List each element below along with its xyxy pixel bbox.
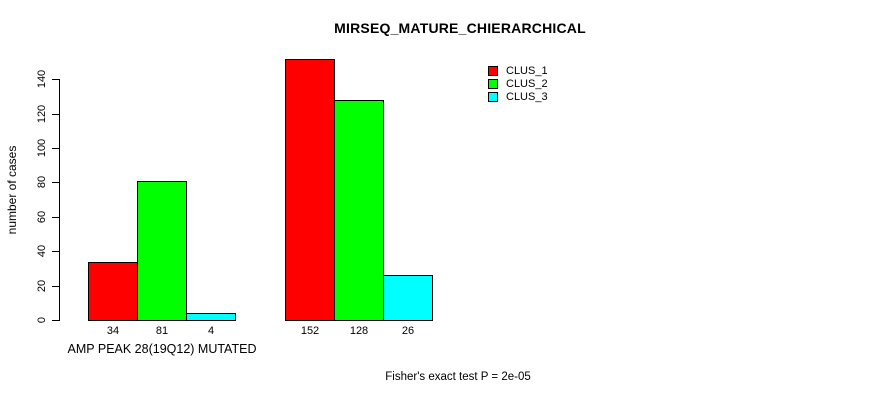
y-tick-mark — [52, 182, 59, 184]
legend-swatch — [488, 92, 498, 102]
bar-value-label: 128 — [349, 325, 369, 337]
y-tick-mark — [52, 251, 59, 253]
y-tick-mark — [52, 79, 59, 81]
legend-swatch — [488, 66, 498, 76]
y-tick-label: 80 — [36, 176, 48, 189]
legend-label: CLUS_2 — [506, 78, 548, 90]
y-tick-label: 60 — [36, 210, 48, 223]
y-tick-label: 100 — [36, 138, 48, 158]
y-tick-mark — [52, 113, 59, 115]
bar — [88, 262, 138, 321]
bar-value-label: 152 — [300, 325, 320, 337]
y-tick-mark — [52, 285, 59, 287]
y-tick-label: 40 — [36, 245, 48, 258]
y-axis-line — [59, 79, 60, 321]
y-tick-mark — [52, 148, 59, 149]
bar — [137, 181, 187, 321]
y-tick-mark — [52, 216, 59, 218]
y-tick-label: 120 — [36, 104, 48, 123]
group-label: AMP PEAK 28(19Q12) MUTATED — [67, 342, 257, 356]
legend-swatch — [488, 79, 498, 89]
y-tick-mark — [52, 320, 59, 321]
chart-title: MIRSEQ_MATURE_CHIERARCHICAL — [334, 20, 586, 36]
bar — [186, 313, 236, 321]
bar-value-label: 26 — [401, 325, 415, 337]
bar — [285, 59, 335, 321]
bar — [334, 100, 384, 321]
y-tick-label: 0 — [36, 316, 48, 324]
bar — [383, 275, 433, 321]
legend-label: CLUS_1 — [506, 65, 548, 77]
bar-value-label: 34 — [106, 325, 120, 337]
y-tick-label: 140 — [36, 70, 48, 89]
annotation-text: Fisher's exact test P = 2e-05 — [385, 371, 531, 383]
y-tick-label: 20 — [36, 279, 48, 292]
bar-value-label: 81 — [155, 325, 169, 337]
bar-value-label: 4 — [207, 325, 215, 337]
legend-label: CLUS_3 — [506, 91, 548, 103]
